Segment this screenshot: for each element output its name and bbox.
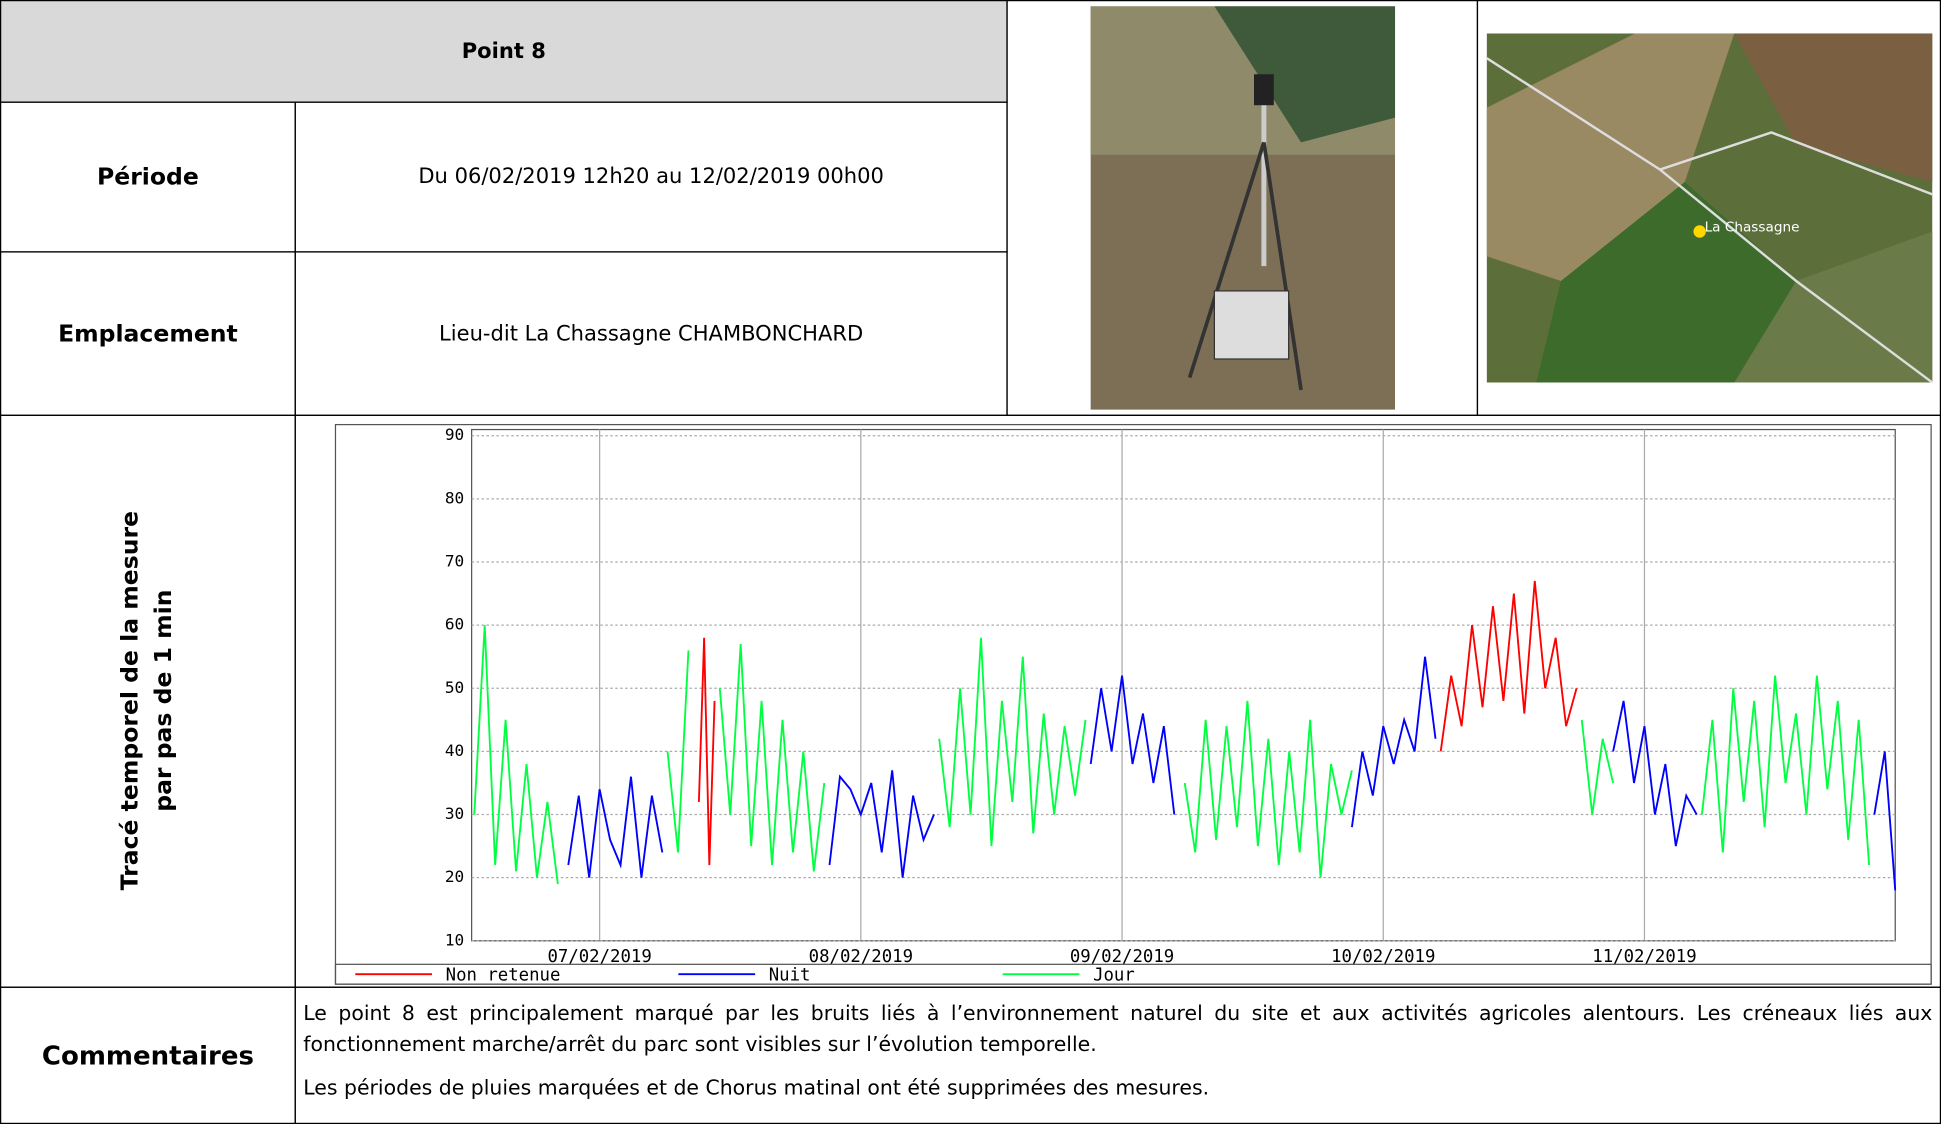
y-tick-label: 60 [445,615,464,634]
photo [1089,6,1395,410]
map: La Chassagne [1486,33,1932,383]
title-cell: Point 8 [0,0,1008,103]
plot-frame [471,428,1896,942]
map-cell: La Chassagne [1476,0,1941,416]
y-tick-label: 80 [445,488,464,507]
legend-label: Jour [1093,965,1135,985]
x-tick-label: 07/02/2019 [547,947,651,967]
comments-label: Commentaires [0,986,296,1124]
photo-cell [1006,0,1479,416]
paragraph: Les périodes de pluies marquées et de Ch… [303,1075,1210,1100]
y-tick-label: 90 [445,425,464,444]
legend-label: Non retenue [446,965,561,985]
chart-frame [334,423,1932,985]
y-tick-label: 50 [445,678,464,697]
x-tick-label: 11/02/2019 [1592,947,1696,967]
x-tick-label: 10/02/2019 [1331,947,1435,967]
comments: Le point 8 est principalement marqué par… [294,986,1941,1124]
legend-label: Nuit [769,965,811,985]
legend-box [334,963,1932,985]
paragraph: Le point 8 est principalement marqué par… [303,1001,1933,1056]
y-tick-label: 10 [445,930,464,949]
x-tick-label: 09/02/2019 [1070,947,1174,967]
series-line [567,656,1897,891]
y-tick-label: 70 [445,552,464,571]
y-tick-label: 30 [445,804,464,823]
map-label: La Chassagne [1704,219,1799,235]
y-tick-label: 20 [445,867,464,886]
x-tick-label: 08/02/2019 [809,947,913,967]
y-tick-label: 40 [445,741,464,760]
row-label: Période [0,101,296,253]
series-line [473,625,1871,885]
series-line [697,580,1578,866]
